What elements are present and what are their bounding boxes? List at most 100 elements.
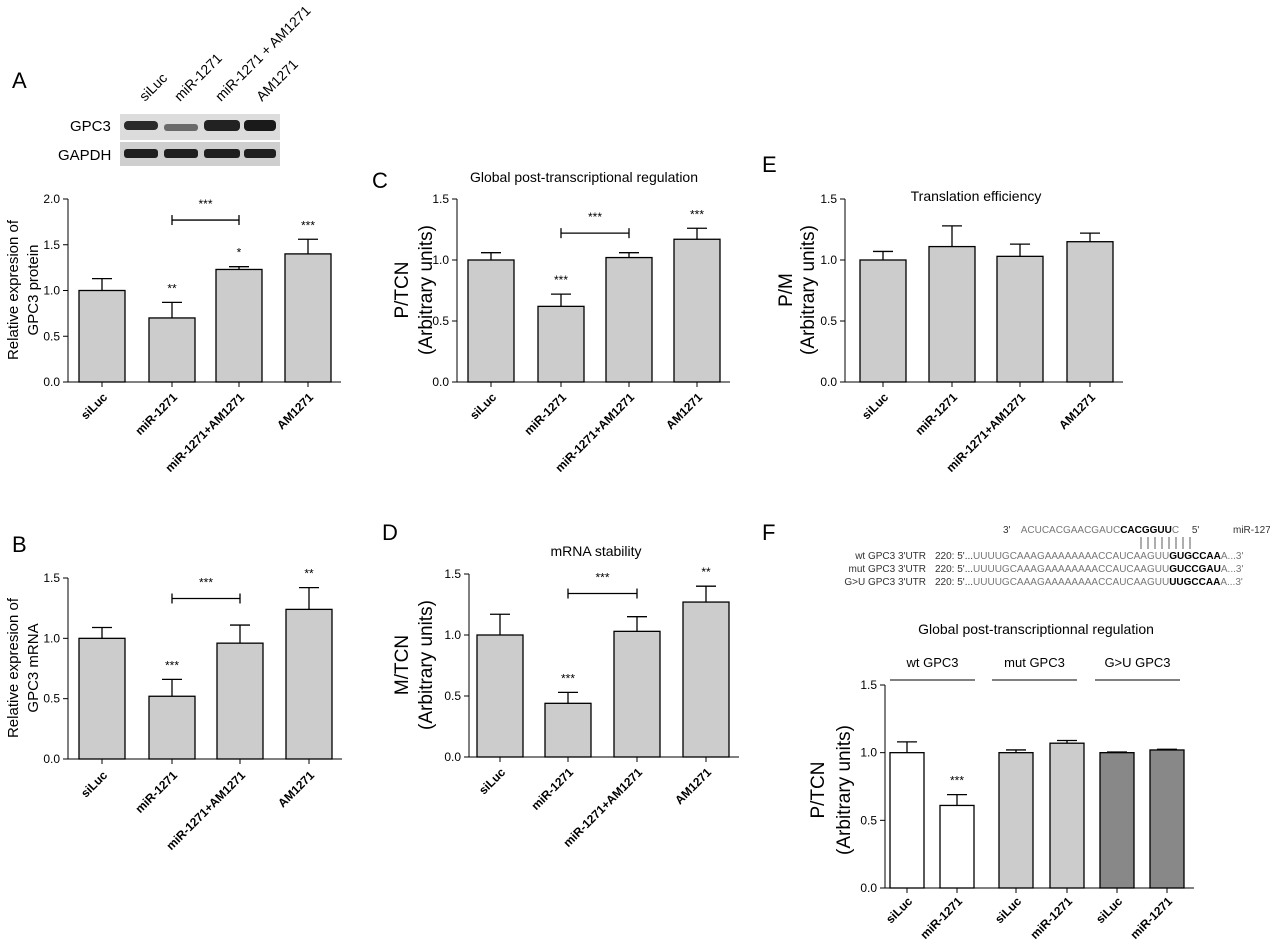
y-tick-label: 0.0 — [43, 375, 60, 389]
blot-row-label: GPC3 — [70, 118, 111, 135]
bar — [1049, 742, 1085, 889]
blot-band — [124, 121, 158, 130]
blot-band — [164, 124, 198, 131]
bar — [889, 752, 925, 889]
x-tick-label: siLuc — [859, 390, 891, 422]
x-tick-label: siLuc — [467, 390, 499, 422]
significance-label: *** — [554, 273, 568, 287]
y-tick-label: 1.0 — [860, 746, 877, 760]
blot-band — [204, 149, 240, 158]
x-tick-label: AM1271 — [274, 390, 316, 432]
bar — [544, 702, 592, 758]
bar — [476, 634, 524, 758]
utr-body: UUUUGCAAAGAAAAAAAACCAUCAAGUU — [973, 577, 1169, 588]
x-tick-label: AM1271 — [1056, 390, 1098, 432]
mirna-prime: 5' — [1192, 525, 1200, 536]
utr-rows: wt GPC3 3'UTR 220: 5'...UUUUGCAAAGAAAAAAA… — [844, 551, 1243, 588]
bar — [1099, 752, 1135, 889]
x-tick-label: siLuc — [476, 765, 508, 797]
x-tick-label: miR-1271 — [132, 390, 180, 438]
significance-label: ** — [701, 565, 711, 579]
y-axis-label: Relative expresion of — [5, 219, 22, 360]
x-tick-label: miR-1271 — [1027, 894, 1075, 942]
comparison-label: *** — [198, 197, 212, 211]
utr-body: UUUUGCAAAGAAAAAAAACCAUCAAGUU — [973, 551, 1169, 562]
y-axis-label: (Arbitrary units) — [416, 225, 437, 355]
panel-letter-d: D — [382, 520, 398, 545]
utr-seed: GUCCGAU — [1169, 564, 1221, 575]
blot-band — [124, 149, 158, 158]
utr-end: A...3' — [1221, 564, 1244, 575]
group-label: G>U GPC3 — [1104, 655, 1170, 670]
y-axis-label: P/TCN — [808, 762, 829, 819]
bar — [1066, 241, 1114, 383]
y-tick-label: 0.0 — [432, 375, 449, 389]
x-tick-label: siLuc — [883, 894, 915, 926]
y-tick-label: 1.5 — [432, 192, 449, 206]
y-tick-label: 1.5 — [860, 678, 877, 692]
y-tick-label: 0.5 — [43, 692, 60, 706]
comparison-label: *** — [595, 571, 609, 585]
group-label: wt GPC3 — [905, 655, 958, 670]
y-tick-label: 1.5 — [444, 567, 461, 581]
blot-band — [164, 149, 198, 158]
y-axis-label: M/TCN — [392, 635, 413, 695]
panel-letter-b: B — [12, 532, 27, 557]
utr-row-label: G>U GPC3 3'UTR — [844, 577, 926, 588]
bar — [605, 256, 653, 383]
bar — [148, 317, 196, 383]
x-tick-label: AM1271 — [275, 768, 317, 810]
y-axis-label: (Arbitrary units) — [798, 225, 819, 355]
chart-panel-d: 0.0 0.5 1.0 1.5 M/TCN (Arbitrary units) mRNA s… — [392, 543, 739, 850]
significance-label: ** — [167, 281, 177, 295]
comparison-label: *** — [588, 210, 602, 224]
x-tick-label: miR-1271 — [132, 768, 180, 816]
utr-end: A...3' — [1220, 577, 1243, 588]
bar — [859, 259, 907, 383]
y-axis-label: P/TCN — [392, 262, 413, 319]
bar — [467, 259, 515, 383]
chart-panel-f: 0.0 0.5 1.0 1.5 P/TCN (Arbitrary units) Global… — [808, 621, 1194, 942]
x-tick-label: AM1271 — [672, 765, 714, 807]
blot-band — [244, 120, 276, 131]
x-tick-label: miR-1271 — [521, 390, 569, 438]
panel-letter-a: A — [12, 68, 27, 93]
group-label: mut GPC3 — [1004, 655, 1065, 670]
utr-end: A...3' — [1221, 551, 1244, 562]
y-axis-label: (Arbitrary units) — [834, 725, 855, 855]
x-tick-label: miR-1271 — [917, 894, 965, 942]
y-tick-label: 1.0 — [43, 284, 60, 298]
utr-row-label: wt GPC3 3'UTR — [854, 551, 926, 562]
significance-label: *** — [165, 658, 179, 672]
blot-lane-label: siLuc — [136, 70, 170, 104]
x-tick-label: AM1271 — [663, 390, 705, 432]
sequence-alignment: 3' ACUCACGAACGAUCCACGGUUC 5' miR-1271 wt… — [844, 525, 1270, 588]
y-tick-label: 0.0 — [820, 375, 837, 389]
chart-title: Global post-transcriptional regulation — [470, 169, 698, 185]
bar — [1149, 749, 1185, 889]
x-tick-label: miR-1271 — [528, 765, 576, 813]
y-tick-label: 0.5 — [43, 329, 60, 343]
utr-seed: GUGCCAA — [1169, 551, 1221, 562]
utr-seed: UUGCCAA — [1169, 577, 1220, 588]
y-tick-label: 0.5 — [432, 314, 449, 328]
y-axis-label: (Arbitrary units) — [416, 600, 437, 730]
y-axis-label: Relative expresion of — [5, 597, 22, 738]
utr-position: 220: 5'... — [935, 577, 973, 588]
y-tick-label: 1.5 — [820, 192, 837, 206]
utr-row-label: mut GPC3 3'UTR — [849, 564, 926, 575]
mirna-seq-tail: C — [1172, 525, 1179, 536]
bar — [78, 637, 126, 760]
x-tick-label: siLuc — [78, 768, 110, 800]
bar — [613, 630, 661, 758]
blot-band — [244, 149, 276, 158]
bar — [537, 305, 585, 383]
bar — [285, 608, 333, 760]
utr-position: 220: 5'... — [935, 551, 973, 562]
mirna-strand: 3' ACUCACGAACGAUCCACGGUUC 5' — [1003, 525, 1199, 536]
bar — [998, 752, 1034, 889]
y-tick-label: 0.5 — [860, 813, 877, 827]
significance-label: *** — [301, 218, 315, 232]
x-tick-label: siLuc — [78, 390, 110, 422]
